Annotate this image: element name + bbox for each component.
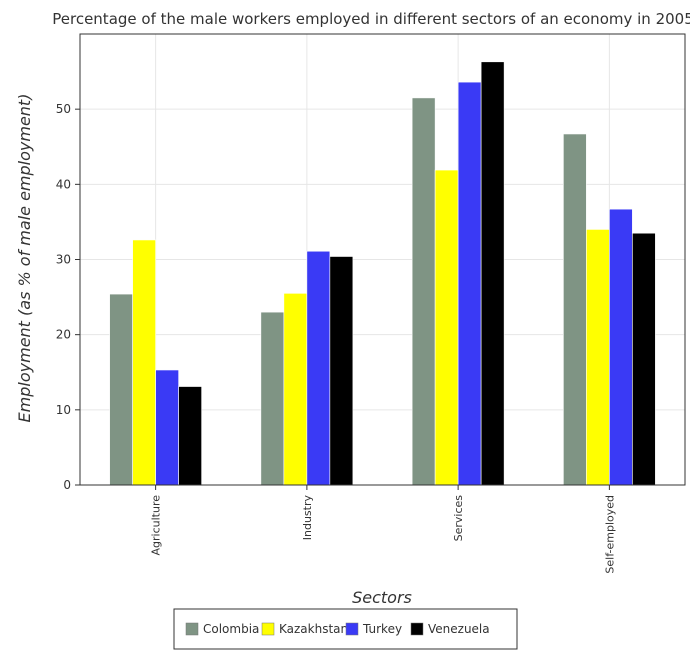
axes: 0 10 20 30 40 50 Agriculture Industry Services Se… <box>56 102 617 573</box>
y-tick-label: 0 <box>63 478 71 492</box>
x-tick-label: Services <box>452 495 465 542</box>
bars <box>109 61 656 486</box>
bar-turkey-services <box>457 81 482 486</box>
legend-label-kazakhstan: Kazakhstan <box>279 622 348 636</box>
chart-title: Percentage of the male workers employed … <box>52 10 690 28</box>
y-axis-label: Employment (as % of male employment) <box>15 94 34 423</box>
bar-kazakhstan-services <box>434 169 459 486</box>
bar-colombia-industry <box>260 311 285 486</box>
y-tick-label: 40 <box>56 177 71 191</box>
y-tick-label: 50 <box>56 102 71 116</box>
x-tick-label: Agriculture <box>150 495 163 556</box>
bar-turkey-self-employed <box>609 208 633 486</box>
bar-turkey-agriculture <box>155 369 179 486</box>
legend-label-colombia: Colombia <box>203 622 259 636</box>
legend-box <box>173 608 518 650</box>
y-tick-label: 20 <box>56 328 71 342</box>
legend-swatch-turkey <box>345 622 359 636</box>
bar-colombia-self-employed <box>563 133 587 486</box>
bar-kazakhstan-agriculture <box>132 239 156 486</box>
bar-turkey-industry <box>306 250 331 486</box>
legend-swatch-venezuela <box>410 622 424 636</box>
bar-venezuela-self-employed <box>632 232 656 486</box>
legend-swatch-colombia <box>185 622 199 636</box>
bar-kazakhstan-self-employed <box>586 229 610 486</box>
bar-colombia-services <box>411 97 436 486</box>
legend-label-venezuela: Venezuela <box>428 622 490 636</box>
legend-swatch-kazakhstan <box>261 622 275 636</box>
x-tick-label: Self-employed <box>603 495 616 574</box>
bar-colombia-agriculture <box>109 293 133 486</box>
x-axis-label: Sectors <box>352 588 412 607</box>
bar-venezuela-services <box>480 61 505 486</box>
bar-venezuela-agriculture <box>178 386 202 486</box>
x-tick-label: Industry <box>301 495 314 541</box>
legend: Colombia Kazakhstan Turkey Venezuela <box>173 608 518 650</box>
y-tick-label: 30 <box>56 253 71 267</box>
y-tick-label: 10 <box>56 403 71 417</box>
bar-kazakhstan-industry <box>283 293 308 486</box>
legend-label-turkey: Turkey <box>362 622 402 636</box>
bar-venezuela-industry <box>329 256 354 486</box>
